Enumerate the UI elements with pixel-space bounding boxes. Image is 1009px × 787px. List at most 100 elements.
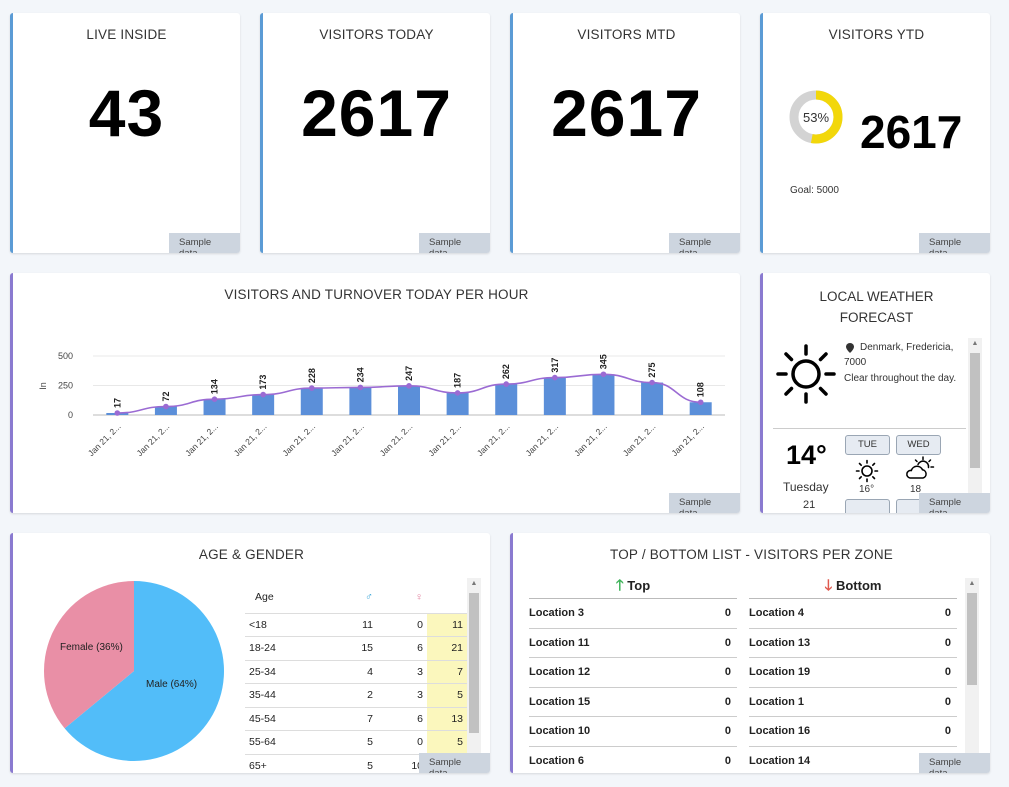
total-cell: 13 bbox=[427, 707, 467, 731]
pie-label-female: Female (36%) bbox=[60, 642, 123, 653]
arrow-up-icon: 🡑 bbox=[615, 577, 624, 594]
location-name: Location 1 bbox=[749, 695, 805, 708]
kpi-value: 43 bbox=[88, 76, 165, 150]
scrollbar-thumb[interactable] bbox=[970, 353, 980, 468]
weather-scrollbar[interactable]: ▲ bbox=[968, 338, 982, 513]
chart-bar bbox=[543, 377, 566, 415]
goal-progress-arc bbox=[789, 90, 843, 144]
trend-point bbox=[357, 384, 364, 391]
current-day: Tuesday bbox=[783, 480, 829, 494]
weather-divider bbox=[773, 428, 966, 429]
forecast-day-wed[interactable]: WED bbox=[896, 435, 941, 455]
location-name: Location 16 bbox=[749, 725, 811, 738]
location-value: 0 bbox=[724, 754, 731, 767]
x-tick-label: Jan 21, 2... bbox=[426, 421, 463, 458]
trend-point bbox=[406, 383, 412, 389]
location-value: 0 bbox=[724, 636, 731, 649]
gender-pie-chart bbox=[43, 581, 224, 761]
sample-data-badge: Sample data bbox=[919, 493, 990, 513]
total-cell: 7 bbox=[427, 660, 467, 684]
male-count-cell: 7 bbox=[317, 707, 377, 731]
male-count-cell: 2 bbox=[317, 683, 377, 708]
table-row: 18-24 15 6 21 bbox=[245, 636, 467, 661]
goal-percent: 53% bbox=[802, 110, 830, 125]
bottom-list-item: Location 19 0 bbox=[749, 658, 957, 688]
bar-value-label: 234 bbox=[355, 367, 365, 382]
card-title: VISITORS YTD bbox=[828, 27, 925, 42]
forecast-day-next[interactable] bbox=[845, 499, 890, 513]
location-name: Location 11 bbox=[529, 636, 590, 649]
female-count-cell: 0 bbox=[377, 730, 427, 755]
kpi-value: 2617 bbox=[301, 76, 452, 150]
age-table-scrollbar[interactable]: ▲ bbox=[467, 578, 481, 773]
location-name: Location 10 bbox=[529, 725, 591, 738]
partly-cloudy-icon bbox=[906, 456, 935, 479]
kpi-card-visitors-ytd: VISITORS YTD 53% 2617 Goal: 5000 Sample … bbox=[760, 13, 990, 253]
trend-point bbox=[552, 374, 558, 381]
x-tick-label: Jan 21, 2... bbox=[378, 421, 415, 458]
card-title-line: LOCAL WEATHER bbox=[819, 289, 934, 304]
bar-value-label: 262 bbox=[501, 364, 511, 379]
scrollbar-thumb[interactable] bbox=[967, 593, 977, 685]
x-tick-label: Jan 21, 2... bbox=[669, 421, 706, 458]
age-cell: 18-24 bbox=[245, 636, 317, 661]
sample-data-badge: Sample data bbox=[919, 233, 990, 253]
y-axis-label: In bbox=[38, 382, 48, 390]
zone-list-scrollbar[interactable]: ▲ bbox=[965, 578, 979, 773]
kpi-card-live-inside: LIVE INSIDE 43 Sample data bbox=[10, 13, 240, 253]
kpi-value: 2617 bbox=[551, 76, 702, 150]
sample-data-badge: Sample data bbox=[419, 753, 490, 773]
trend-point bbox=[163, 403, 169, 410]
column-header-age: Age bbox=[245, 581, 317, 614]
location-name: Location 14 bbox=[749, 754, 811, 767]
chart-bar bbox=[495, 384, 518, 415]
scroll-up-arrow-icon[interactable]: ▲ bbox=[968, 580, 976, 587]
age-cell: 25-34 bbox=[245, 660, 317, 684]
chart-bar bbox=[446, 392, 469, 415]
location-name: Location 12 bbox=[529, 666, 591, 679]
chart-bar bbox=[203, 399, 226, 415]
bottom-list-item: Location 13 0 bbox=[749, 629, 957, 658]
location-value: 0 bbox=[944, 636, 951, 649]
female-count-cell: 3 bbox=[377, 660, 427, 684]
age-cell: 65+ bbox=[245, 754, 317, 773]
chart-bar bbox=[689, 402, 712, 415]
sample-data-badge: Sample data bbox=[669, 493, 740, 513]
scroll-up-arrow-icon[interactable]: ▲ bbox=[470, 580, 478, 587]
table-row: 35-44 2 3 5 bbox=[245, 683, 467, 708]
hourly-bar-chart: 500 250 0 In 17 72 134 173 228 234 247 187 262 317 34… bbox=[38, 351, 725, 458]
female-count-cell: 6 bbox=[377, 707, 427, 731]
total-cell: 5 bbox=[427, 730, 467, 755]
female-count-cell: 0 bbox=[377, 613, 427, 637]
table-row: <18 11 0 11 bbox=[245, 613, 467, 637]
bar-value-label: 317 bbox=[550, 358, 560, 373]
total-cell: 5 bbox=[427, 683, 467, 708]
male-count-cell: 5 bbox=[317, 730, 377, 755]
scroll-up-arrow-icon[interactable]: ▲ bbox=[971, 340, 979, 347]
pie-label-male: Male (64%) bbox=[146, 679, 198, 690]
trend-point bbox=[503, 381, 510, 387]
forecast-day-tue[interactable]: TUE bbox=[845, 435, 890, 455]
weather-description: Clear throughout the day. bbox=[844, 373, 957, 384]
x-tick-label: Jan 21, 2... bbox=[232, 421, 269, 458]
bottom-list-title: Bottom bbox=[835, 578, 882, 593]
male-count-cell: 4 bbox=[317, 660, 377, 684]
location-value: 0 bbox=[724, 607, 731, 620]
male-count-cell: 15 bbox=[317, 636, 377, 661]
location-pin-icon bbox=[846, 340, 854, 353]
table-row: 55-64 5 0 5 bbox=[245, 730, 467, 755]
chart-bar bbox=[641, 382, 664, 415]
top-list-item: Location 15 0 bbox=[529, 688, 737, 717]
total-cell: 11 bbox=[427, 613, 467, 637]
female-count-cell: 6 bbox=[377, 636, 427, 661]
current-date: 21 bbox=[803, 499, 816, 511]
chart-bar bbox=[349, 387, 372, 415]
age-gender-card: AGE & GENDER Female (36%) Male (64%) Age… bbox=[10, 533, 490, 773]
x-tick-label: Jan 21, 2... bbox=[135, 421, 172, 458]
x-tick-label: Jan 21, 2... bbox=[183, 421, 220, 458]
bar-value-label: 17 bbox=[112, 398, 122, 408]
x-tick-label: Jan 21, 2... bbox=[475, 421, 512, 458]
trend-point bbox=[697, 399, 704, 406]
pie-slice-female bbox=[43, 581, 135, 729]
scrollbar-thumb[interactable] bbox=[469, 593, 479, 733]
